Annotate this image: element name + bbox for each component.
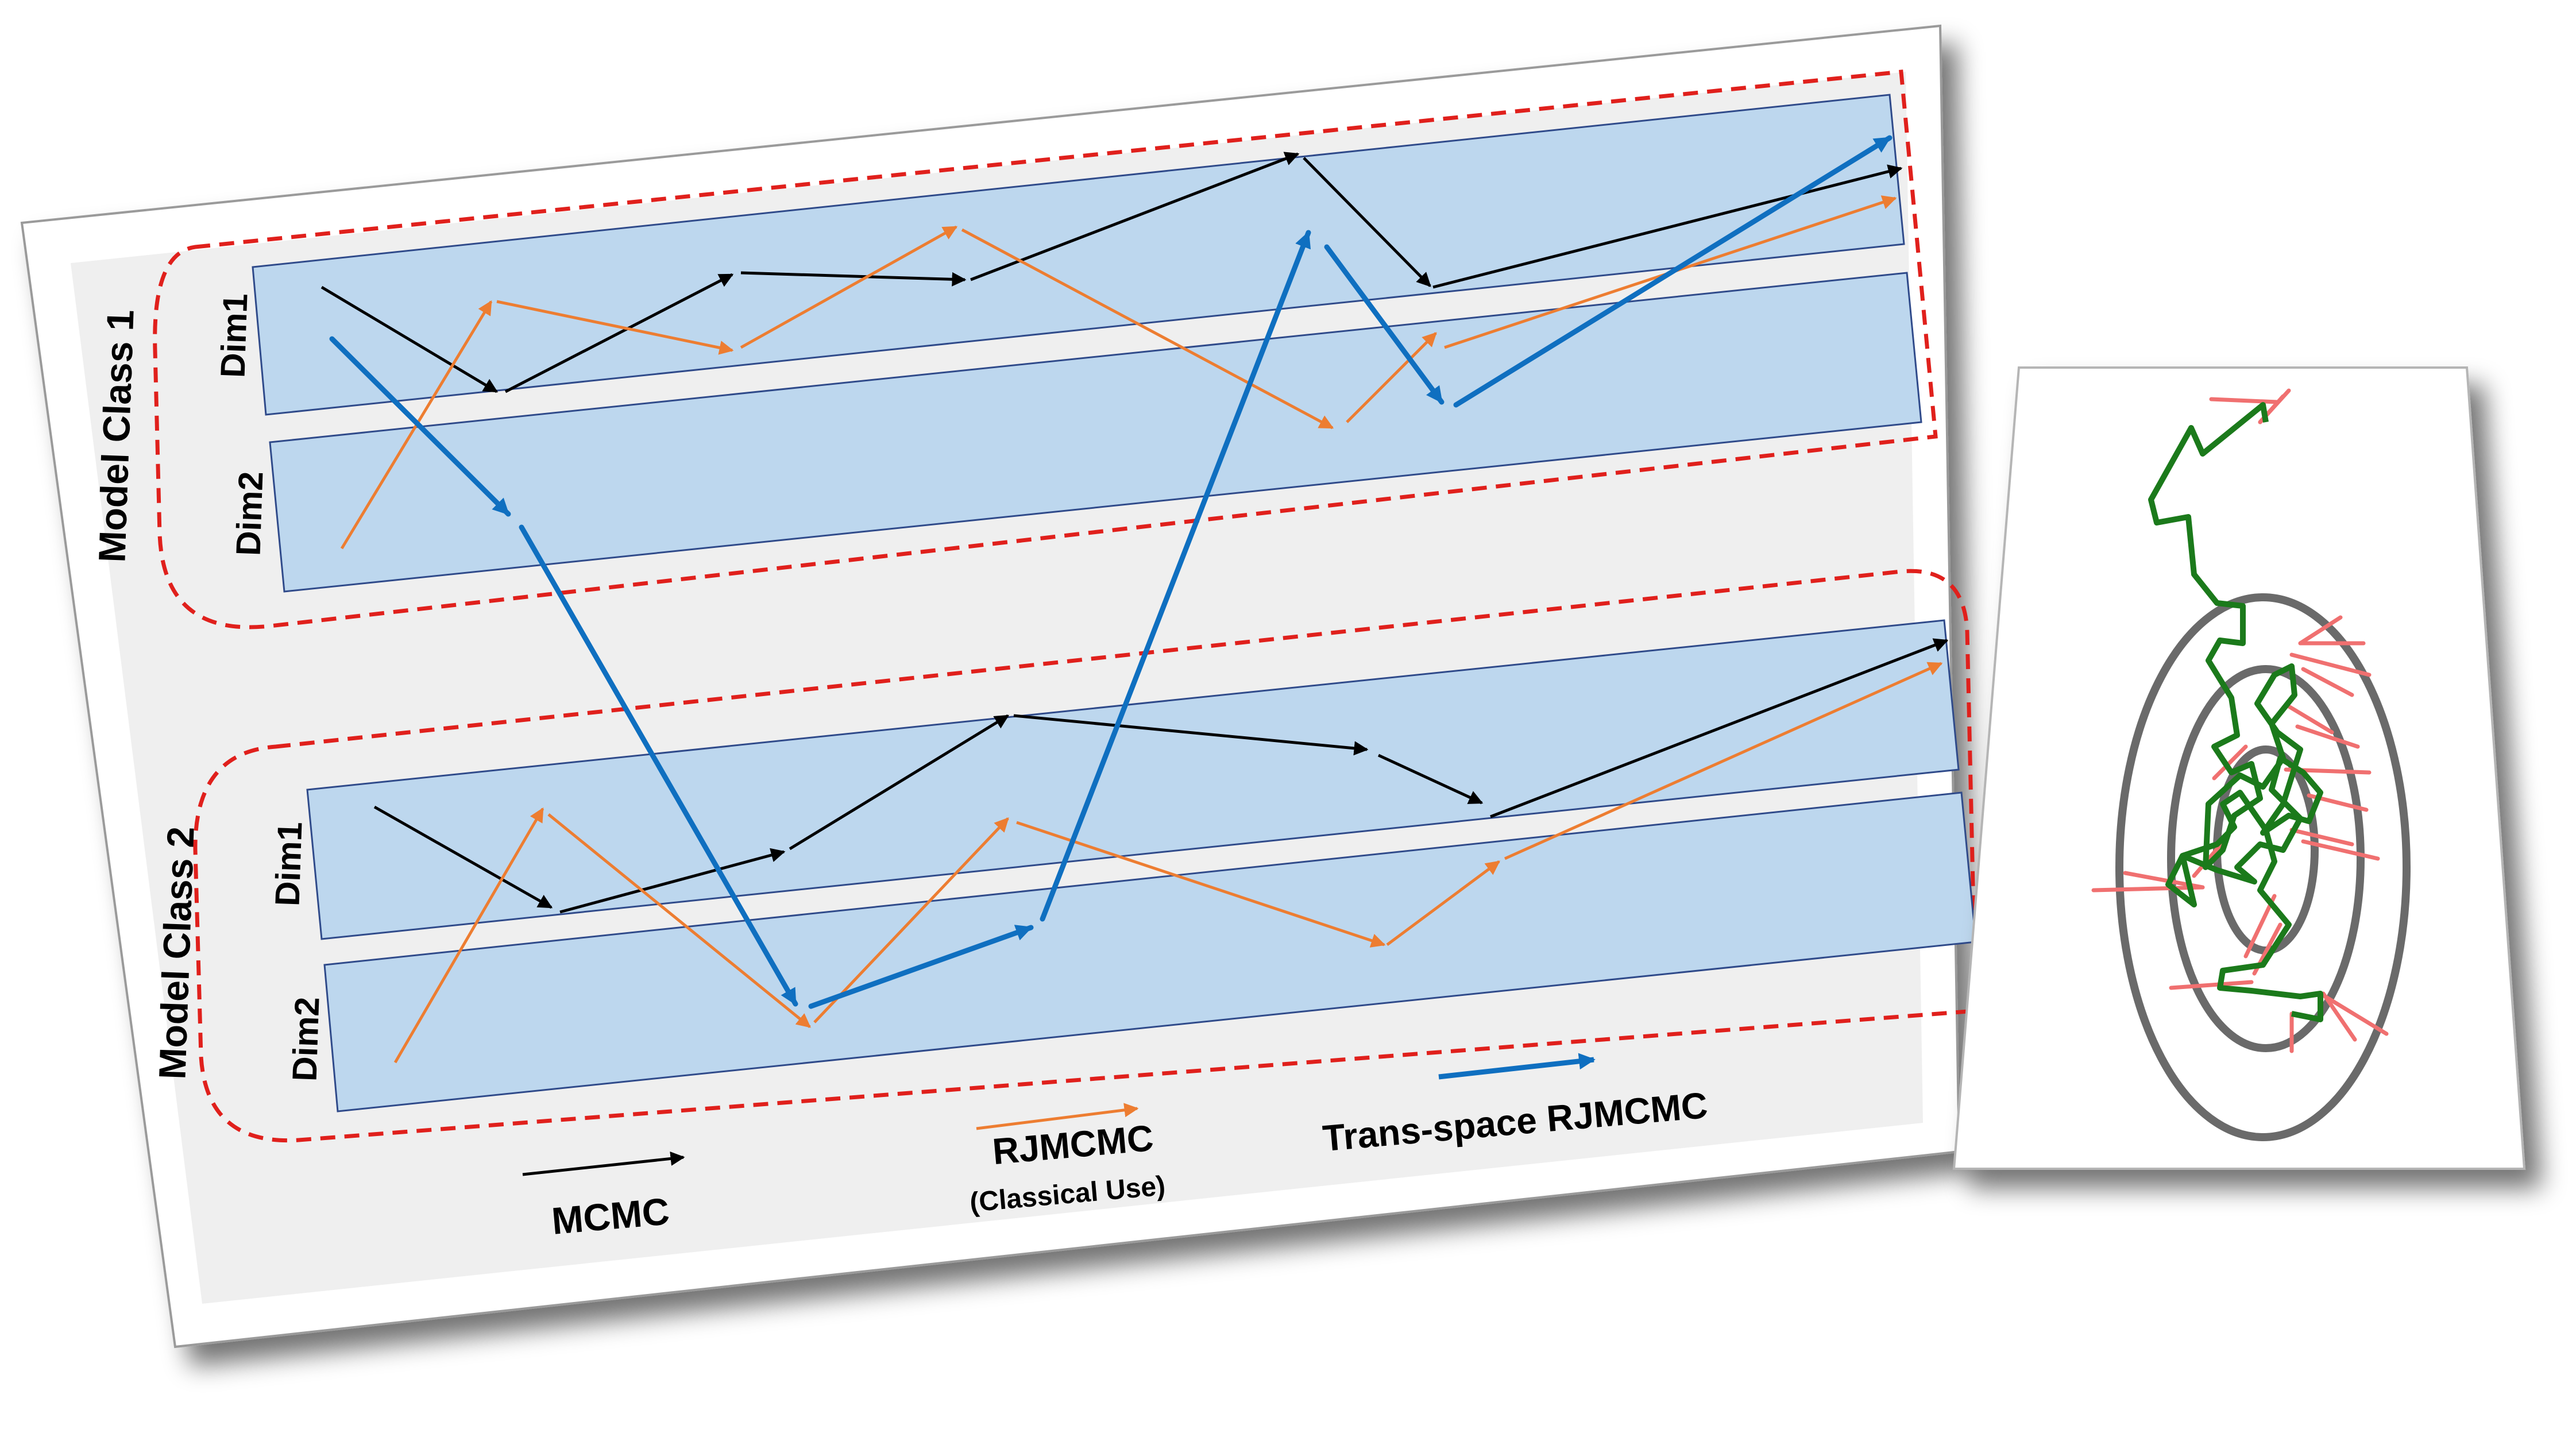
mcmc-chain-class2	[373, 638, 1949, 914]
model-class-2-label: Model Class 2	[150, 826, 202, 1080]
class2-dim1-band	[306, 619, 1960, 940]
class1-dim2-label: Dim2	[229, 471, 270, 557]
legend-rjmcmc-arrow	[976, 1103, 1139, 1130]
class2-dim1-label: Dim1	[268, 821, 309, 907]
model-class-1-boundary	[153, 69, 1938, 629]
class1-dim2-band	[269, 272, 1922, 593]
legend-mcmc-arrow	[522, 1151, 685, 1176]
random-walk-path	[2148, 402, 2323, 1022]
class2-dim2-label: Dim2	[285, 996, 326, 1082]
legend-trans-space-arrow	[1438, 1053, 1596, 1080]
model-class-2-boundary	[193, 569, 1978, 1143]
legend-mcmc-label: MCMC	[550, 1189, 671, 1242]
model-class-1-label: Model Class 1	[90, 309, 141, 563]
mcmc-chain-class1	[320, 152, 1903, 393]
class1-dim1-label: Dim1	[213, 293, 254, 378]
trans-space-chain	[329, 135, 1893, 1009]
class1-dim1-band	[252, 94, 1905, 416]
rjmcmc-chain-class2	[393, 662, 1943, 1064]
